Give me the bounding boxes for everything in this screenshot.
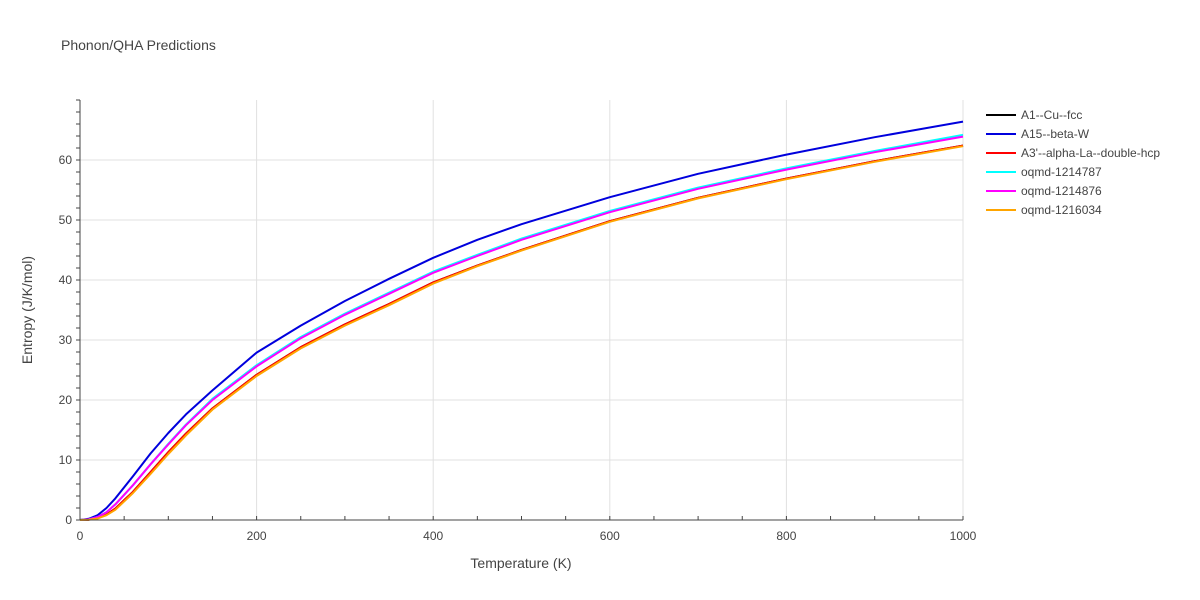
legend-label: A1--Cu--fcc bbox=[1021, 108, 1082, 122]
x-tick-label: 400 bbox=[423, 529, 443, 543]
x-tick-label: 800 bbox=[776, 529, 796, 543]
series-line-5 bbox=[79, 135, 964, 521]
y-axis-ticks: 0 10 20 30 40 50 60 bbox=[59, 153, 73, 527]
legend-label: oqmd-1214876 bbox=[1021, 184, 1102, 198]
y-tick-label: 50 bbox=[59, 213, 73, 227]
y-tick-label: 0 bbox=[65, 513, 72, 527]
legend-label: oqmd-1214787 bbox=[1021, 165, 1102, 179]
y-axis-label: Entropy (J/K/mol) bbox=[19, 256, 35, 364]
legend-label: oqmd-1216034 bbox=[1021, 203, 1102, 217]
chart-title: Phonon/QHA Predictions bbox=[61, 37, 216, 53]
legend-label: A3'--alpha-La--double-hcp bbox=[1021, 146, 1160, 160]
legend: A1--Cu--fcc A15--beta-W A3'--alpha-La--dou… bbox=[986, 108, 1160, 217]
y-tick-label: 60 bbox=[59, 153, 73, 167]
y-tick-label: 10 bbox=[59, 453, 73, 467]
x-axis-label: Temperature (K) bbox=[470, 555, 571, 571]
x-tick-label: 1000 bbox=[950, 529, 977, 543]
y-tick-label: 40 bbox=[59, 273, 73, 287]
x-tick-label: 200 bbox=[247, 529, 267, 543]
x-axis-ticks: 0 200 400 600 800 1000 bbox=[77, 529, 977, 543]
legend-label: A15--beta-W bbox=[1021, 127, 1090, 141]
plot-series bbox=[79, 120, 964, 521]
y-tick-label: 30 bbox=[59, 333, 73, 347]
axes bbox=[76, 99, 964, 521]
y-tick-label: 20 bbox=[59, 393, 73, 407]
grid bbox=[80, 100, 964, 520]
x-tick-label: 600 bbox=[600, 529, 620, 543]
series-line-2 bbox=[79, 120, 964, 521]
x-tick-label: 0 bbox=[77, 529, 84, 543]
series-line-6 bbox=[79, 145, 964, 521]
